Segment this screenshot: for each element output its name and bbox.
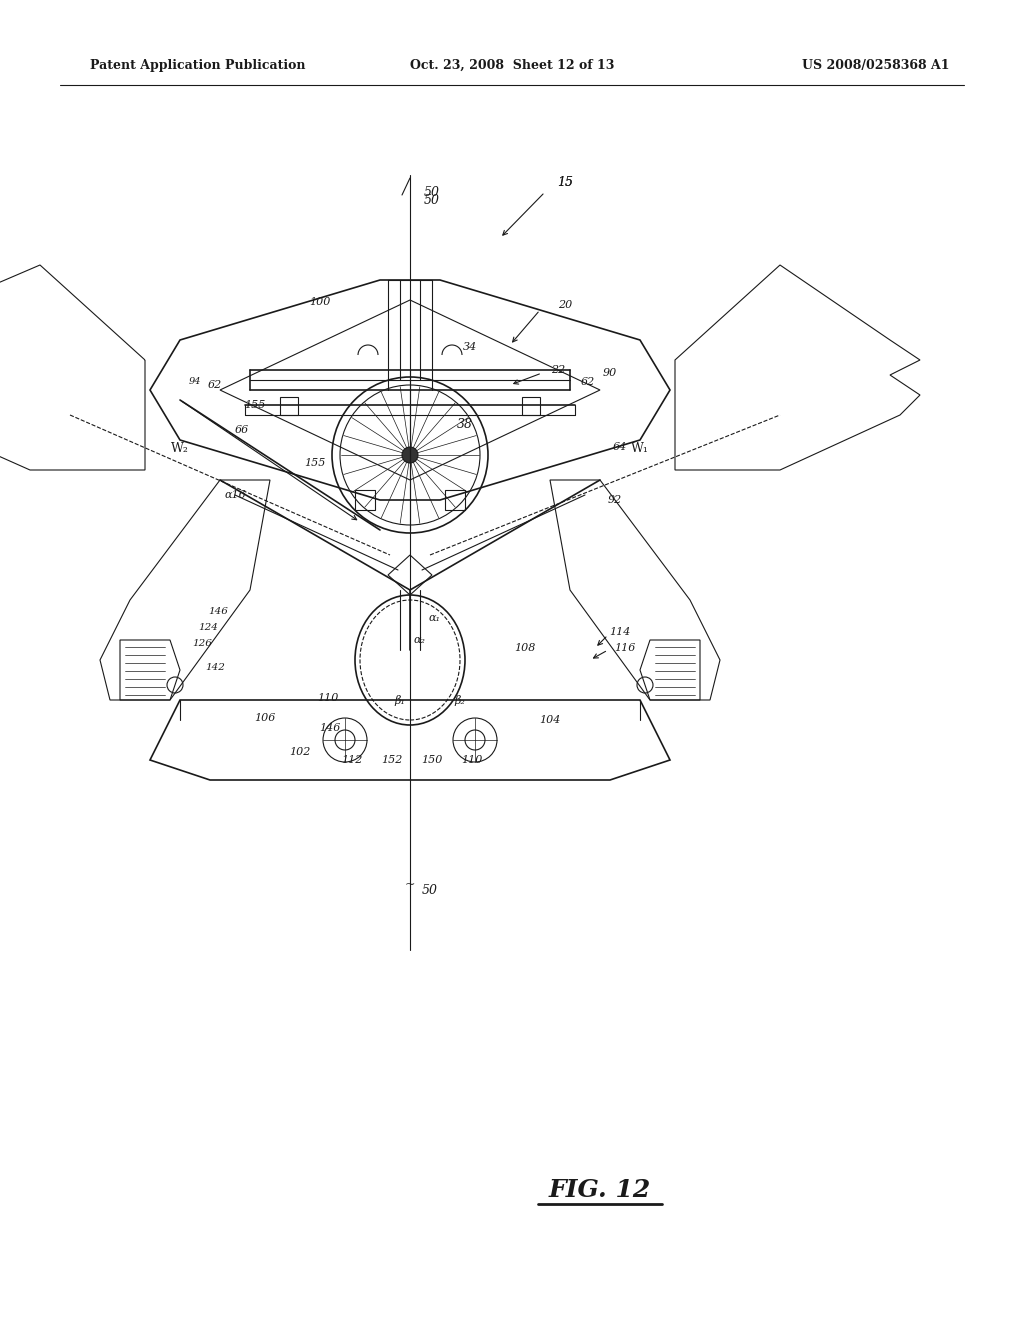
- Text: Patent Application Publication: Patent Application Publication: [90, 58, 305, 71]
- Text: α₂: α₂: [414, 635, 426, 645]
- Text: 152: 152: [381, 755, 402, 766]
- Text: 34: 34: [463, 342, 477, 352]
- Text: 112: 112: [341, 755, 362, 766]
- Text: 102: 102: [290, 747, 310, 756]
- Text: 15: 15: [557, 177, 573, 190]
- Text: α₁: α₁: [429, 612, 441, 623]
- Text: 62: 62: [208, 380, 222, 389]
- Text: 100: 100: [309, 297, 331, 308]
- Text: 62: 62: [581, 378, 595, 387]
- Text: 38: 38: [457, 418, 473, 432]
- Text: 90: 90: [603, 368, 617, 378]
- Text: 92: 92: [608, 495, 623, 506]
- Text: 150: 150: [421, 755, 442, 766]
- Text: 50: 50: [424, 194, 440, 206]
- Circle shape: [402, 447, 418, 463]
- Bar: [445, 490, 465, 510]
- Text: 104: 104: [540, 715, 561, 725]
- Text: 110: 110: [462, 755, 482, 766]
- Text: α16: α16: [224, 490, 246, 500]
- Text: 108: 108: [514, 643, 536, 653]
- Text: Oct. 23, 2008  Sheet 12 of 13: Oct. 23, 2008 Sheet 12 of 13: [410, 58, 614, 71]
- Text: FIG. 12: FIG. 12: [549, 1177, 651, 1203]
- Text: 15: 15: [557, 177, 573, 190]
- Bar: [522, 397, 540, 414]
- Text: 142: 142: [205, 664, 225, 672]
- Text: 20: 20: [558, 300, 572, 310]
- Text: 155: 155: [304, 458, 326, 469]
- Text: US 2008/0258368 A1: US 2008/0258368 A1: [803, 58, 950, 71]
- Bar: [280, 397, 298, 414]
- Text: 94: 94: [188, 378, 202, 387]
- Text: β₁: β₁: [394, 694, 406, 705]
- Text: 66: 66: [234, 425, 249, 436]
- Text: 22: 22: [551, 366, 565, 375]
- Text: 126: 126: [193, 639, 212, 648]
- Bar: [355, 490, 375, 510]
- Text: 110: 110: [317, 693, 339, 704]
- Text: W₁: W₁: [631, 441, 649, 454]
- Text: 155: 155: [245, 400, 265, 411]
- Text: 50: 50: [422, 883, 438, 896]
- Text: 146: 146: [208, 607, 228, 616]
- Text: β₂: β₂: [455, 694, 466, 705]
- Text: 116: 116: [614, 643, 636, 653]
- Text: 146: 146: [319, 723, 341, 733]
- Text: 50: 50: [424, 186, 440, 199]
- Text: 114: 114: [609, 627, 631, 638]
- Text: 124: 124: [198, 623, 218, 632]
- Text: 106: 106: [254, 713, 275, 723]
- Text: ~: ~: [404, 879, 416, 891]
- Text: 64: 64: [613, 442, 627, 451]
- Text: W₂: W₂: [171, 441, 189, 454]
